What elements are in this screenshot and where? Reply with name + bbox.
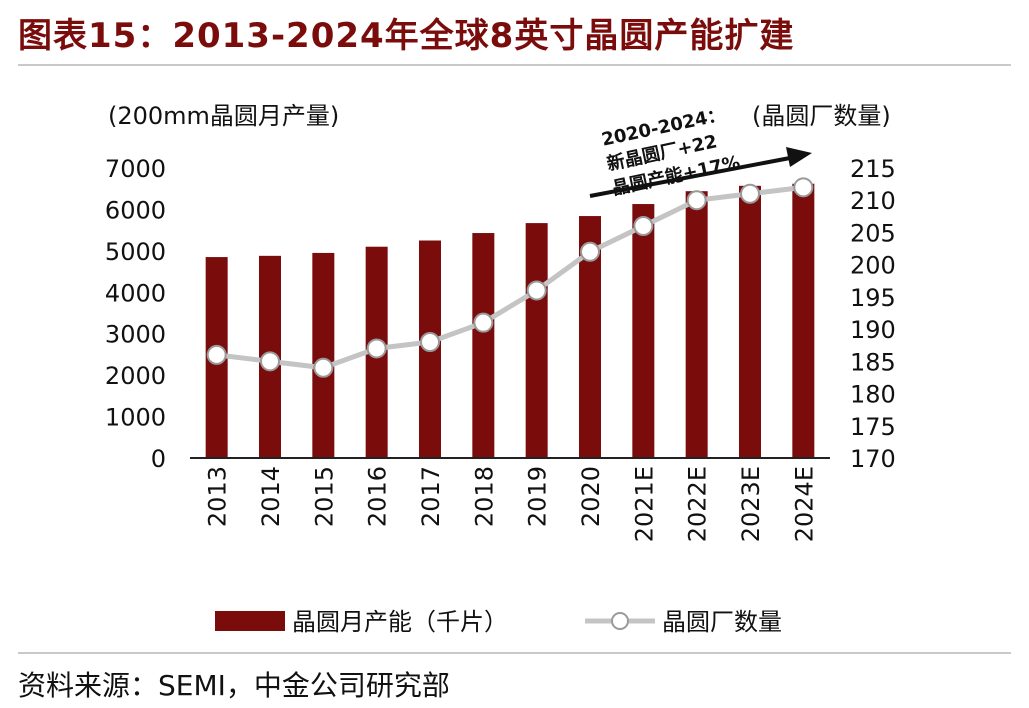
bar-2019 bbox=[525, 223, 548, 458]
x-tick-label: 2013 bbox=[204, 466, 232, 527]
line-path bbox=[216, 184, 804, 371]
right-tick-label: 190 bbox=[850, 316, 896, 344]
line-point-2017 bbox=[420, 332, 440, 352]
right-tick-label: 205 bbox=[850, 219, 896, 247]
legend-bar-label: 晶圆月产能（千片） bbox=[292, 608, 508, 636]
left-tick-label: 4000 bbox=[105, 279, 166, 307]
line-point-2016 bbox=[366, 338, 387, 359]
left-axis-label: (200mm晶圆月产量) bbox=[108, 102, 339, 130]
x-tick-label: 2015 bbox=[310, 466, 338, 527]
bar-2024E bbox=[792, 183, 815, 458]
x-tick-label: 2023E bbox=[737, 466, 765, 542]
line-point-2024E bbox=[793, 177, 814, 198]
right-tick-label: 170 bbox=[850, 445, 896, 473]
right-tick-label: 175 bbox=[850, 413, 896, 441]
x-tick-label: 2017 bbox=[417, 466, 445, 527]
line-point-2019 bbox=[526, 280, 547, 301]
x-tick-label: 2022E bbox=[684, 466, 712, 542]
trend-arrow-line bbox=[589, 156, 791, 198]
left-tick-label: 2000 bbox=[105, 362, 166, 390]
bar-2020 bbox=[579, 216, 601, 458]
page-title: 图表15：2013-2024年全球8英寸晶圆产能扩建 bbox=[18, 16, 795, 56]
x-tick-label: 2020 bbox=[577, 466, 605, 527]
right-axis-label: (晶圆厂数量) bbox=[752, 102, 891, 130]
x-tick-label: 2024E bbox=[790, 466, 818, 542]
line-point-2021E bbox=[633, 216, 654, 236]
bar-2015 bbox=[312, 252, 335, 458]
bar-2023E bbox=[739, 185, 761, 459]
x-tick-label: 2014 bbox=[257, 466, 285, 527]
line-point-2015 bbox=[313, 357, 334, 378]
right-tick-label: 185 bbox=[850, 348, 896, 376]
right-tick-label: 180 bbox=[850, 381, 896, 409]
bar-2018 bbox=[472, 233, 495, 458]
x-tick-label: 2019 bbox=[524, 466, 552, 527]
line-point-2018 bbox=[473, 312, 494, 333]
line-point-2020 bbox=[580, 241, 600, 262]
line-point-2014 bbox=[260, 351, 280, 372]
source-divider bbox=[18, 652, 1011, 654]
left-axis-ticks: 0 1000 2000 3000 4000 5000 6000 7000 bbox=[105, 155, 166, 473]
line-point-2013 bbox=[206, 344, 227, 365]
title-divider bbox=[18, 64, 1011, 66]
left-tick-label: 1000 bbox=[105, 404, 166, 432]
x-tick-label: 2018 bbox=[470, 466, 498, 527]
line-series bbox=[206, 177, 814, 378]
bar-2021E bbox=[632, 204, 655, 458]
left-tick-label: 3000 bbox=[105, 321, 166, 349]
bar-series bbox=[205, 183, 815, 459]
line-point-2023E bbox=[740, 183, 760, 204]
bar-2022E bbox=[685, 191, 708, 458]
right-tick-label: 195 bbox=[850, 284, 896, 312]
left-tick-label: 7000 bbox=[105, 155, 166, 183]
x-tick-label: 2021E bbox=[630, 466, 658, 542]
left-tick-label: 0 bbox=[151, 445, 166, 473]
trend-arrow-head bbox=[786, 147, 812, 167]
x-tick-label: 2016 bbox=[364, 466, 392, 527]
source-note: 资料来源：SEMI，中金公司研究部 bbox=[18, 669, 450, 702]
line-point-2022E bbox=[686, 190, 707, 211]
left-tick-label: 6000 bbox=[105, 196, 166, 224]
left-tick-label: 5000 bbox=[105, 238, 166, 266]
legend-line-label: 晶圆厂数量 bbox=[662, 608, 782, 636]
right-tick-label: 215 bbox=[850, 155, 896, 183]
legend-bar-swatch bbox=[215, 611, 285, 631]
legend-line-marker bbox=[611, 612, 629, 630]
legend: 晶圆月产能（千片） 晶圆厂数量 bbox=[215, 608, 782, 636]
right-tick-label: 210 bbox=[850, 187, 896, 215]
right-tick-label: 200 bbox=[850, 252, 896, 280]
right-axis-ticks: 170 175 180 185 190 195 200 205 210 215 bbox=[850, 155, 896, 473]
x-axis-ticks: 2013 2014 2015 2016 2017 2018 2019 2020 2021E 202… bbox=[204, 466, 819, 542]
